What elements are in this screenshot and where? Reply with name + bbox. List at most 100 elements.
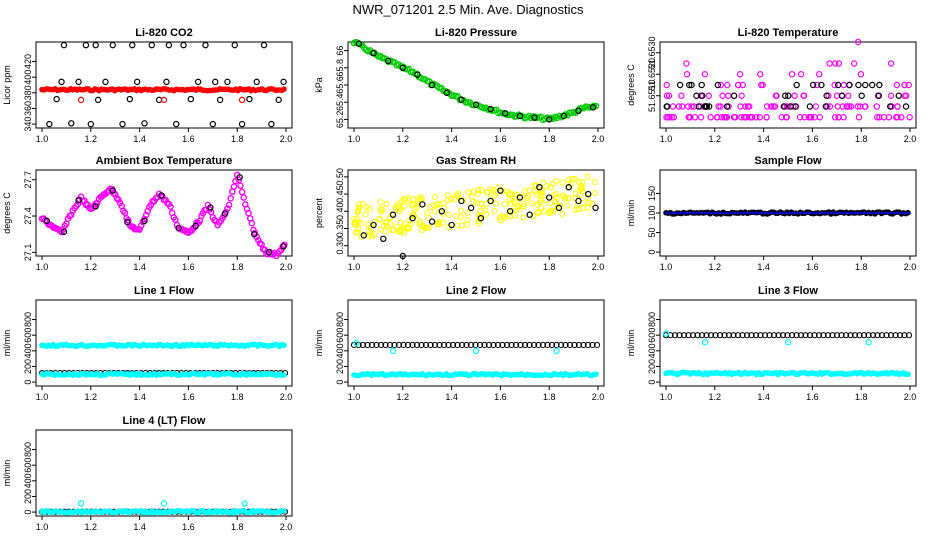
data-point bbox=[565, 176, 572, 183]
data-point bbox=[148, 41, 155, 49]
data-point bbox=[811, 211, 815, 215]
data-point bbox=[544, 341, 551, 349]
data-point bbox=[238, 188, 246, 196]
data-point bbox=[553, 194, 560, 201]
data-point bbox=[822, 103, 829, 110]
data-point bbox=[384, 57, 392, 65]
data-point bbox=[160, 500, 168, 507]
data-point bbox=[703, 211, 707, 215]
data-point bbox=[160, 96, 168, 104]
data-point bbox=[60, 228, 68, 235]
data-point bbox=[436, 341, 443, 349]
data-point bbox=[395, 341, 403, 349]
data-point bbox=[698, 81, 705, 89]
data-point bbox=[676, 211, 680, 215]
data-point bbox=[717, 103, 724, 110]
data-point bbox=[857, 71, 865, 78]
data-point bbox=[712, 211, 716, 215]
x-tick-label: 1.2 bbox=[85, 134, 98, 144]
y-tick-label: 150 bbox=[647, 186, 657, 201]
data-point bbox=[424, 210, 431, 217]
data-point bbox=[410, 200, 417, 208]
data-point bbox=[808, 211, 812, 215]
data-point bbox=[584, 204, 591, 211]
data-point bbox=[569, 175, 576, 182]
data-point bbox=[850, 60, 858, 67]
plot-frame bbox=[35, 429, 293, 517]
data-point bbox=[382, 228, 389, 235]
data-point bbox=[512, 341, 520, 349]
x-tick-label: 1.6 bbox=[806, 262, 819, 272]
data-point bbox=[784, 211, 788, 215]
data-point bbox=[225, 201, 233, 209]
data-point bbox=[770, 103, 777, 110]
data-point bbox=[392, 203, 399, 211]
data-point bbox=[874, 114, 881, 121]
data-point bbox=[688, 211, 692, 215]
x-tick-label: 1.8 bbox=[855, 262, 868, 272]
data-point bbox=[883, 211, 887, 215]
y-tick-label: 340 bbox=[23, 117, 33, 132]
data-point bbox=[903, 92, 910, 99]
data-point bbox=[371, 231, 378, 238]
data-point bbox=[802, 332, 809, 339]
data-point bbox=[724, 81, 731, 89]
data-point bbox=[874, 211, 878, 215]
data-point bbox=[796, 114, 804, 121]
data-point bbox=[706, 211, 710, 215]
data-point bbox=[707, 332, 715, 339]
data-point bbox=[751, 211, 755, 215]
data-point bbox=[238, 96, 246, 104]
data-point bbox=[847, 103, 855, 110]
data-point bbox=[382, 218, 390, 226]
data-point bbox=[781, 92, 789, 99]
data-point bbox=[377, 208, 384, 215]
data-point bbox=[121, 209, 129, 216]
x-tick-label: 1.6 bbox=[494, 134, 507, 144]
data-point bbox=[797, 71, 805, 78]
data-point bbox=[694, 332, 701, 339]
data-point bbox=[889, 211, 893, 215]
data-point bbox=[792, 103, 799, 110]
data-point bbox=[757, 211, 761, 215]
y-tick-label: 0.45 bbox=[335, 185, 345, 203]
data-point bbox=[172, 120, 180, 128]
data-point bbox=[856, 332, 863, 339]
y-tick-label: 200 bbox=[335, 359, 345, 374]
data-point bbox=[584, 173, 591, 180]
data-point bbox=[455, 190, 462, 197]
data-point bbox=[829, 332, 836, 339]
data-point bbox=[575, 197, 582, 205]
data-point bbox=[491, 207, 498, 215]
data-point bbox=[834, 103, 841, 110]
chart-panel-9: Line 3 Flow ml/min 1.0 1.2 1.4 1.6 1.8 2.0 0 2004… bbox=[626, 285, 917, 402]
data-point bbox=[732, 114, 739, 121]
data-point bbox=[400, 196, 407, 203]
data-point bbox=[562, 195, 569, 202]
data-point bbox=[253, 78, 260, 86]
x-tick-label: 1.8 bbox=[543, 134, 556, 144]
x-tick-label: 2.0 bbox=[904, 134, 917, 144]
data-point bbox=[714, 81, 722, 89]
data-point bbox=[562, 341, 569, 349]
data-point bbox=[351, 221, 358, 228]
y-tick-label: 0 bbox=[23, 510, 33, 515]
y-axis-label: percent bbox=[314, 197, 324, 228]
data-point bbox=[532, 182, 540, 189]
data-point bbox=[844, 211, 848, 215]
data-point bbox=[376, 216, 383, 223]
data-point bbox=[399, 252, 406, 260]
data-point bbox=[806, 332, 814, 339]
plot-frame bbox=[347, 299, 605, 387]
y-tick-label: 27.4 bbox=[23, 207, 33, 225]
data-point bbox=[454, 222, 461, 229]
data-point bbox=[227, 194, 234, 202]
y-tick-label: 360 bbox=[23, 101, 33, 116]
data-point bbox=[280, 243, 287, 250]
data-point bbox=[492, 200, 499, 207]
x-tick-label: 1.2 bbox=[397, 134, 410, 144]
data-point bbox=[725, 92, 732, 99]
data-point bbox=[141, 120, 148, 127]
data-point bbox=[167, 203, 174, 211]
data-point bbox=[92, 41, 99, 49]
